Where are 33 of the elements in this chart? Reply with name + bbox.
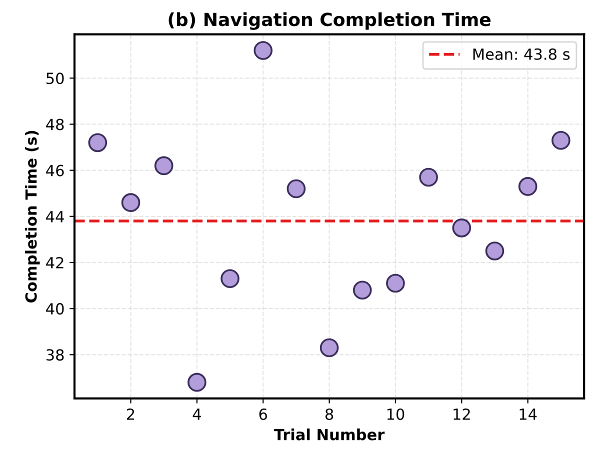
x-axis-title: Trial Number: [274, 428, 385, 440]
point: [386, 274, 405, 293]
x-tick-label: 12: [454, 408, 470, 420]
point: [552, 130, 570, 150]
legend-label: Mean: 43.8 s: [473, 48, 570, 60]
point: [188, 372, 206, 392]
point: [254, 41, 273, 60]
x-tick-label: 2: [127, 408, 134, 420]
point: [485, 242, 504, 260]
point: [452, 218, 472, 238]
y-tick-label: 44: [46, 211, 64, 222]
chart-title: (b) Navigation Completion Time: [168, 12, 491, 30]
y-tick-label: 42: [46, 256, 64, 268]
y-tick-label: 50: [46, 72, 64, 84]
point: [518, 177, 538, 196]
point: [121, 193, 140, 212]
y-tick-label: 46: [46, 164, 64, 176]
point: [154, 156, 174, 176]
x-tick-label: 6: [259, 408, 268, 420]
point: [286, 179, 306, 198]
point: [220, 269, 240, 288]
point: [419, 168, 438, 187]
point: [352, 280, 372, 300]
y-tick-label: 48: [46, 118, 64, 130]
x-tick-label: 8: [325, 408, 334, 420]
y-axis-title: Completion Time (s): [24, 130, 40, 302]
point: [88, 133, 108, 152]
y-tick-label: 38: [46, 349, 64, 361]
x-tick-label: 4: [192, 408, 201, 420]
point: [320, 338, 339, 358]
x-tick-label: 10: [387, 408, 404, 420]
y-tick-label: 40: [46, 303, 64, 315]
x-tick-label: 14: [520, 408, 537, 420]
